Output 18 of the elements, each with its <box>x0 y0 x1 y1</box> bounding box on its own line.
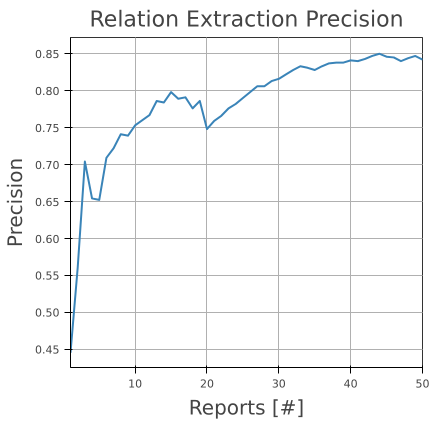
y-tick-label: 0.75 <box>35 122 60 136</box>
line-series <box>70 52 422 354</box>
x-tick-label: 30 <box>272 378 286 390</box>
y-tick-label: 0.65 <box>35 196 60 209</box>
chart-title: Relation Extraction Precision <box>89 8 404 32</box>
y-tick-label: 0.60 <box>35 232 60 246</box>
y-axis-title: Precision <box>3 158 28 248</box>
y-tick-label: 0.45 <box>35 344 60 357</box>
x-tick-label: 40 <box>344 378 358 390</box>
y-tick-label: 0.85 <box>35 48 60 62</box>
x-tick-label: 20 <box>200 378 214 390</box>
x-tick-label: 50 <box>416 378 430 390</box>
y-tick-label: 0.70 <box>35 158 60 172</box>
y-tick-label: 0.50 <box>35 306 60 320</box>
y-tick-label: 0.80 <box>35 85 60 98</box>
y-tick-label: 0.55 <box>35 270 60 283</box>
x-axis-title: Reports [#] <box>188 396 304 420</box>
x-tick-label: 10 <box>128 378 142 390</box>
